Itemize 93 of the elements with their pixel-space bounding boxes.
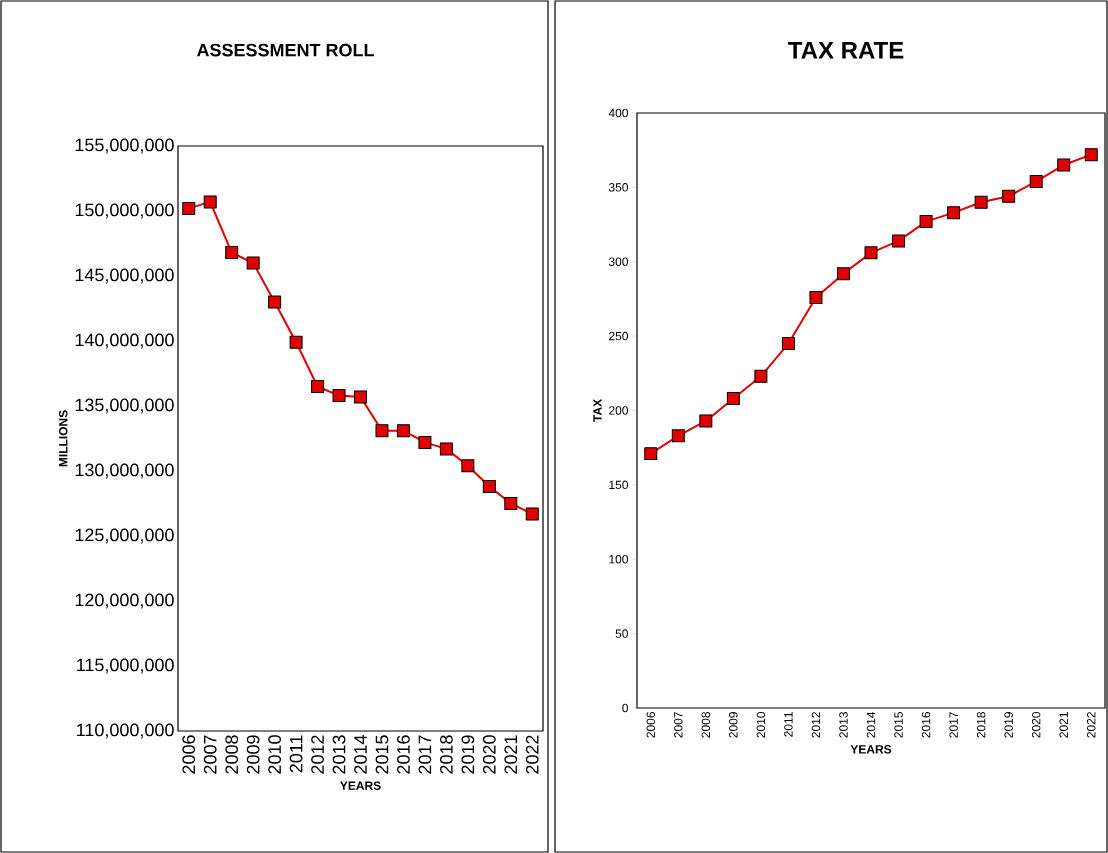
y-tick-label: 130,000,000 [75,463,174,479]
chart-title: ASSESSMENT ROLL [196,43,374,57]
point [482,480,496,494]
point [809,290,823,304]
point [864,246,878,260]
point [311,379,325,393]
point [289,335,303,349]
y-tick-label: 150 [609,480,629,490]
point [246,256,260,270]
x-tick-label: 2021 [1059,712,1068,738]
x-tick-label: 2008 [701,712,711,738]
y-tick-label: 120,000,000 [75,593,174,609]
x-tick-label: 2010 [268,735,281,774]
y-tick-label: 350 [608,183,629,192]
y-tick-label: 50 [615,629,629,638]
point [268,295,282,309]
point [836,267,850,281]
point [332,389,346,403]
y-tick-label: 200 [609,406,629,415]
x-tick-label: 2015 [375,735,389,774]
y-tick-label: 0 [622,703,629,713]
x-tick-label: 2008 [225,735,239,774]
y-tick-label: 115,000,000 [77,658,174,674]
y-axis-title: TAX [593,399,602,422]
point [375,424,389,438]
x-tick-label: 2019 [1004,712,1013,738]
x-tick-label: 2009 [729,712,738,738]
point [892,234,906,248]
x-tick-label: 2017 [949,712,958,738]
x-tick-label: 2014 [866,711,876,738]
x-tick-label: 2015 [894,712,903,738]
y-tick-label: 140,000,000 [75,333,174,349]
y-tick-label: 100 [609,554,629,564]
chart-title: TAX RATE [788,41,904,59]
y-tick-label: 145,000,000 [75,268,174,284]
x-tick-label: 2017 [418,735,432,774]
point [754,369,768,383]
y-tick-label: 400 [608,108,629,118]
x-tick-label: 2011 [784,712,793,737]
point [182,201,196,215]
x-tick-label: 2006 [646,712,656,738]
y-tick-label: 155,000,000 [75,138,174,154]
x-tick-label: 2018 [440,735,453,774]
y-tick-label: 125,000,000 [75,528,174,544]
x-tick-label: 2022 [1087,712,1096,738]
x-tick-label: 2020 [1031,711,1041,738]
x-tick-label: 2009 [246,735,260,774]
x-tick-label: 2016 [397,735,410,774]
x-tick-label: 2012 [811,712,821,738]
point [671,429,685,443]
x-axis-title: YEARS [850,745,892,754]
y-tick-label: 150,000,000 [75,203,174,219]
x-tick-label: 2006 [182,735,196,774]
point [504,496,518,510]
x-tick-label: 2014 [354,735,367,774]
x-tick-label: 2010 [756,711,766,738]
x-tick-label: 2012 [311,735,324,774]
y-axis-title: MILLIONS [59,410,68,467]
x-tick-label: 2021 [504,735,518,774]
y-tick-label: 135,000,000 [75,398,174,414]
point [1002,189,1016,203]
point [644,447,658,461]
x-tick-label: 2016 [921,712,931,738]
point [1084,148,1098,162]
x-tick-label: 2013 [839,712,848,738]
y-tick-label: 250 [609,331,629,341]
point [919,215,933,229]
x-axis-title: YEARS [340,781,381,790]
point [396,424,410,438]
point [1029,174,1043,188]
point [974,195,988,209]
x-tick-label: 2011 [289,735,303,773]
x-tick-label: 2022 [525,735,539,774]
x-tick-label: 2007 [674,712,683,738]
x-tick-label: 2020 [482,735,496,774]
y-tick-label: 300 [608,257,629,266]
x-tick-label: 2007 [203,735,217,774]
point [418,435,432,449]
point [461,459,475,473]
x-tick-label: 2019 [461,735,475,774]
point [947,206,961,220]
point [225,246,239,260]
y-tick-label: 110,000,000 [77,723,174,739]
x-tick-label: 2018 [976,712,986,738]
point [781,337,795,351]
x-tick-label: 2013 [332,735,346,774]
point [699,414,713,428]
point [203,195,217,209]
point [525,507,539,521]
point [726,392,740,406]
point [354,390,368,404]
point [1057,158,1071,172]
point [439,442,453,456]
